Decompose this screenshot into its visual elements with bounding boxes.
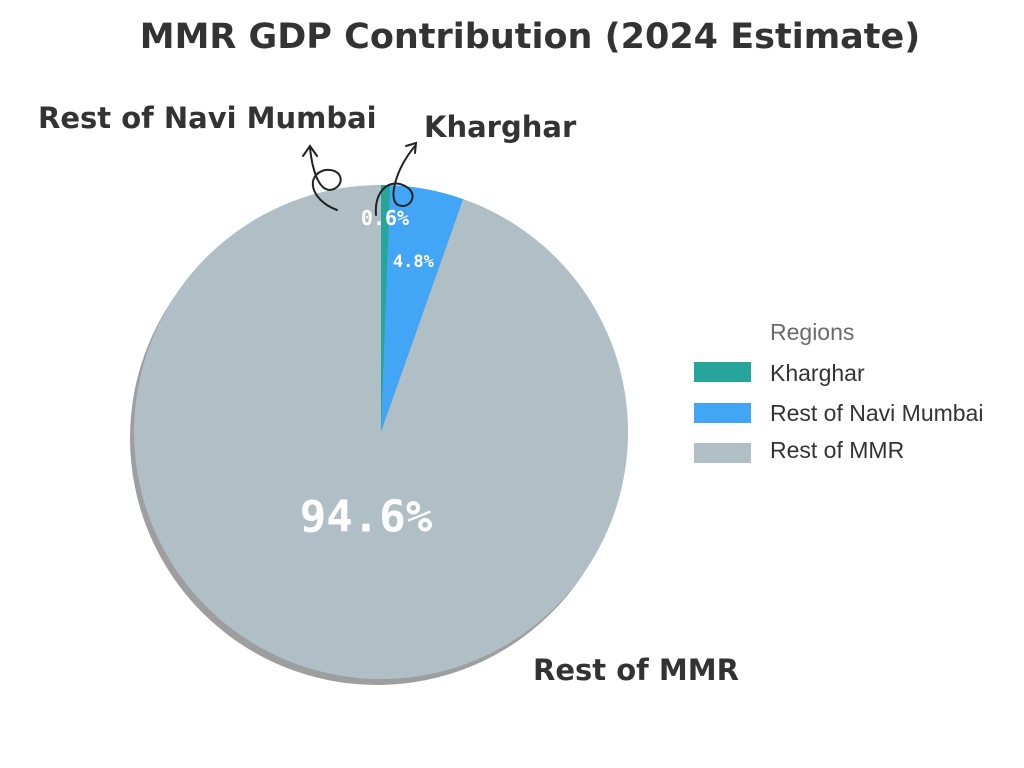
pie-slice-rest-of-navi-mumbai [381,185,464,432]
callout-rest-of-mmr: Rest of MMR [533,653,739,687]
legend-item-rest-of-mmr: Rest of MMR [694,437,904,463]
pie-slice-rest-of-mmr [133,185,628,679]
arrow-icon-kharghar [374,141,418,216]
legend-item-rest-of-navi-mumbai: Rest of Navi Mumbai [694,400,983,426]
legend-swatch-rest-of-navi-mumbai [694,403,751,423]
legend-swatch-rest-of-mmr [694,443,751,463]
legend-label-rest-of-navi-mumbai: Rest of Navi Mumbai [770,400,983,426]
callout-rest-of-navi-mumbai: Rest of Navi Mumbai [38,101,377,135]
legend-label-rest-of-mmr: Rest of MMR [770,437,904,463]
chart-title: MMR GDP Contribution (2024 Estimate) [140,17,921,57]
pie-slices [133,185,628,679]
legend-swatch-kharghar [694,362,751,382]
pie-slice-kharghar [381,185,391,432]
slice-label-rest-of-mmr: 94.6% [300,492,433,543]
slice-labels: 0.6% 4.8% 94.6% [300,206,435,543]
arrow-icon-navi-mumbai [302,144,342,211]
callout-kharghar: Kharghar [424,110,577,144]
slice-label-kharghar: 0.6% [361,206,409,230]
legend-item-kharghar: Kharghar [694,360,865,386]
legend-label-kharghar: Kharghar [770,360,865,386]
legend-title: Regions [770,319,854,345]
slice-label-rest-of-navi-mumbai: 4.8% [393,252,435,272]
legend: Regions Kharghar Rest of Navi Mumbai Res… [694,319,983,463]
